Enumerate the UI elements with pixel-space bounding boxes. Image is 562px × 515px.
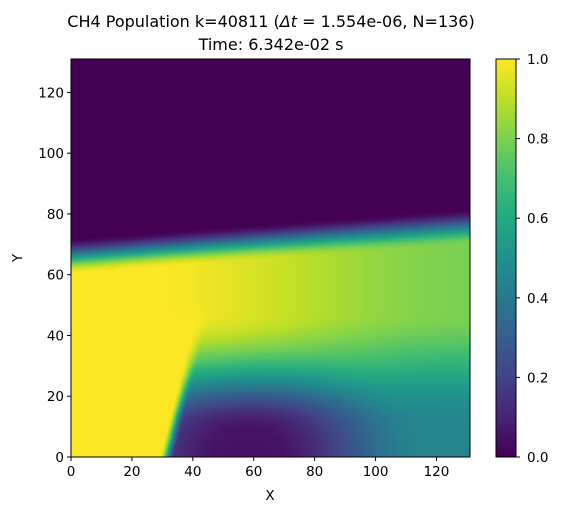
x-tick-label: 20 [123, 464, 140, 480]
y-tick-label: 100 [38, 146, 64, 162]
x-tick-label: 0 [67, 464, 76, 480]
chart-title-line2: Time: 6.342e-02 s [198, 35, 344, 54]
title-suffix: = 1.554e-06, N=136) [297, 12, 475, 31]
y-tick-label: 20 [47, 389, 64, 405]
colorbar-tick-label: 0.0 [527, 450, 548, 466]
colorbar: 0.0 0.2 0.4 0.6 0.8 1.0 [495, 52, 548, 466]
x-tick-label: 40 [184, 464, 201, 480]
colorbar-tick-label: 0.6 [527, 211, 548, 227]
y-tick-label: 40 [47, 328, 64, 344]
title-math: Δt [278, 12, 298, 31]
colorbar-canvas [496, 59, 516, 457]
colorbar-frame [495, 58, 517, 458]
x-tick-label: 120 [424, 464, 450, 480]
x-tick-label: 100 [363, 464, 389, 480]
y-axis-ticks: 0 20 40 60 80 100 120 [38, 85, 71, 466]
colorbar-tick-label: 0.8 [527, 132, 548, 148]
y-tick-label: 120 [38, 85, 64, 101]
title-prefix: CH4 Population k=40811 ( [67, 12, 280, 31]
y-tick-label: 80 [47, 207, 64, 223]
colorbar-tick-label: 0.2 [527, 370, 548, 386]
heatmap-canvas [71, 59, 470, 457]
y-axis-label: Y [10, 253, 26, 263]
y-tick-label: 0 [55, 450, 64, 466]
plot-frame [70, 58, 471, 458]
colorbar-ticks: 0.0 0.2 0.4 0.6 0.8 1.0 [516, 52, 548, 466]
x-tick-label: 60 [245, 464, 262, 480]
chart-title-line1: CH4 Population k=40811 (Δt = 1.554e-06, … [67, 12, 474, 31]
colorbar-tick-label: 1.0 [527, 52, 548, 68]
heatmap [70, 58, 471, 458]
x-tick-label: 80 [306, 464, 323, 480]
x-axis-ticks: 0 20 40 60 80 100 120 [67, 457, 450, 480]
y-tick-label: 60 [47, 268, 64, 284]
x-axis-label: X [265, 488, 274, 504]
colorbar-tick-label: 0.4 [527, 291, 548, 307]
